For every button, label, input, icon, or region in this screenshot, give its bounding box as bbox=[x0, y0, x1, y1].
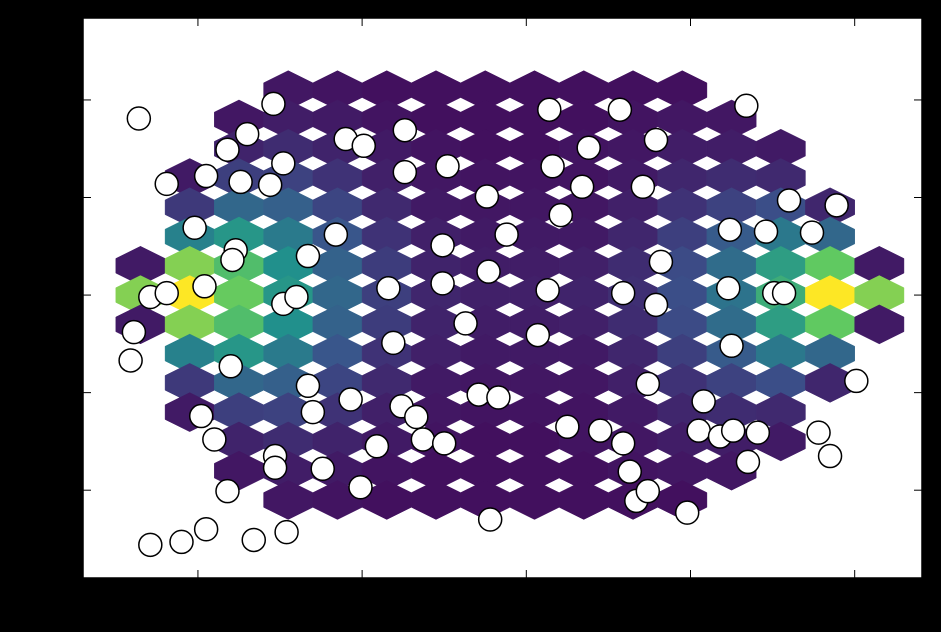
scatter-point bbox=[118, 348, 143, 373]
scatter-point bbox=[525, 322, 551, 348]
scatter-point bbox=[364, 434, 390, 459]
scatter-point bbox=[643, 292, 669, 318]
scatter-point bbox=[817, 443, 843, 469]
scatter-point bbox=[284, 284, 309, 310]
scatter-point bbox=[476, 259, 501, 284]
scatter-point bbox=[257, 172, 283, 198]
scatter-point bbox=[241, 527, 267, 553]
scatter-point bbox=[154, 171, 179, 197]
hexbin-cell bbox=[805, 333, 855, 374]
scatter-point bbox=[486, 385, 511, 410]
scatter-point bbox=[691, 389, 716, 414]
scatter-point bbox=[295, 373, 321, 399]
scatter-point bbox=[215, 478, 240, 504]
scatter-point bbox=[202, 427, 227, 452]
scatter-point bbox=[376, 275, 401, 301]
scatter-point bbox=[630, 174, 656, 200]
scatter-point bbox=[193, 516, 219, 542]
scatter-point bbox=[610, 431, 636, 456]
scatter-point bbox=[474, 184, 500, 209]
scatter-point bbox=[121, 319, 147, 345]
scatter-point bbox=[617, 459, 642, 484]
scatter-point bbox=[323, 222, 349, 247]
scatter-point bbox=[126, 106, 152, 131]
scatter-point bbox=[271, 151, 296, 176]
scatter-point bbox=[228, 169, 253, 195]
scatter-point bbox=[430, 271, 455, 296]
scatter-point bbox=[548, 202, 574, 228]
scatter-point bbox=[686, 418, 711, 443]
scatter-point bbox=[753, 219, 779, 244]
hexbin-cell bbox=[755, 392, 806, 432]
scatter-point bbox=[381, 330, 406, 356]
scatter-point bbox=[716, 275, 741, 301]
scatter-point bbox=[610, 280, 636, 306]
scatter-point bbox=[274, 519, 299, 545]
hexbin-cell bbox=[755, 158, 806, 198]
scatter-point bbox=[717, 217, 743, 242]
scatter-point bbox=[719, 333, 744, 359]
scatter-point bbox=[404, 404, 429, 430]
scatter-point bbox=[218, 354, 244, 379]
scatter-point bbox=[410, 427, 436, 452]
scatter-point bbox=[635, 371, 661, 397]
scatter-point bbox=[587, 418, 613, 443]
scatter-point bbox=[643, 127, 669, 153]
scatter-point bbox=[192, 274, 217, 299]
scatter-point bbox=[477, 507, 503, 532]
scatter-point bbox=[295, 243, 321, 269]
scatter-point bbox=[392, 117, 418, 143]
scatter-point bbox=[720, 418, 746, 443]
scatter-point bbox=[169, 529, 194, 555]
scatter-point bbox=[494, 222, 519, 247]
hexbin-cell bbox=[854, 275, 905, 315]
plot-frame bbox=[82, 17, 923, 579]
scatter-point bbox=[535, 277, 560, 303]
scatter-point bbox=[220, 247, 245, 273]
scatter-point bbox=[771, 280, 797, 306]
scatter-point bbox=[154, 280, 179, 306]
scatter-point bbox=[799, 220, 825, 245]
scatter-point bbox=[844, 368, 869, 394]
scatter-point bbox=[734, 93, 759, 119]
scatter-point bbox=[537, 97, 562, 122]
scatter-point bbox=[262, 455, 288, 481]
scatter-point bbox=[435, 154, 460, 179]
scatter-point bbox=[806, 420, 831, 445]
scatter-point bbox=[182, 215, 207, 241]
scatter-point bbox=[392, 159, 418, 185]
scatter-point bbox=[193, 163, 219, 189]
scatter-point bbox=[745, 420, 771, 445]
hexbin-cell bbox=[854, 304, 905, 345]
scatter-point bbox=[635, 478, 661, 504]
hexbin-cell bbox=[755, 128, 806, 169]
scatter-point bbox=[824, 193, 849, 218]
scatter-point bbox=[555, 414, 580, 440]
scatter-point bbox=[674, 500, 700, 525]
scatter-point bbox=[430, 233, 455, 258]
scatter-point bbox=[261, 91, 286, 117]
hexbin-cell bbox=[854, 246, 905, 286]
scatter-point bbox=[215, 137, 240, 162]
scatter-point bbox=[540, 154, 565, 179]
hexbin-cell bbox=[657, 70, 708, 110]
scatter-point bbox=[453, 311, 478, 336]
scatter-point bbox=[735, 449, 761, 475]
scatter-point bbox=[648, 249, 674, 275]
scatter-point bbox=[188, 403, 214, 429]
scatter-point bbox=[776, 188, 802, 213]
scatter-point bbox=[351, 133, 377, 159]
scatter-point bbox=[234, 121, 260, 147]
scatter-point bbox=[576, 135, 601, 161]
scatter-point bbox=[338, 387, 363, 412]
scatter-point bbox=[300, 399, 326, 425]
scatter-point bbox=[348, 475, 373, 500]
scatter-point bbox=[569, 174, 595, 200]
scatter-point bbox=[138, 532, 163, 558]
scatter-point bbox=[431, 431, 457, 456]
scatter-point bbox=[310, 456, 335, 481]
scatter-point bbox=[607, 97, 633, 122]
